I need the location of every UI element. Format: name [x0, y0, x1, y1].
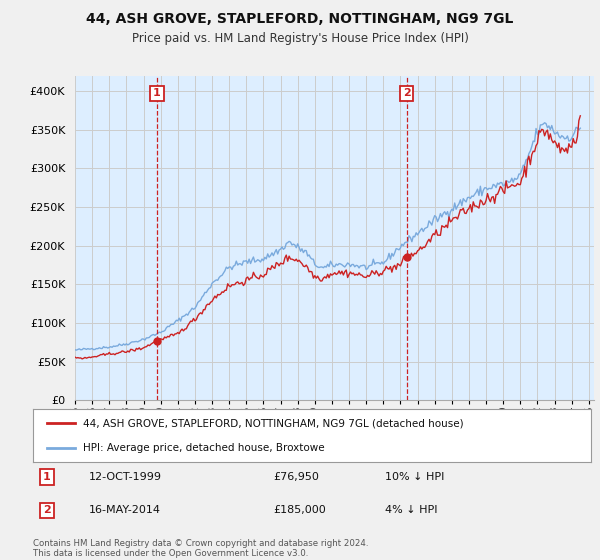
- Text: 12-OCT-1999: 12-OCT-1999: [89, 472, 162, 482]
- Text: 44, ASH GROVE, STAPLEFORD, NOTTINGHAM, NG9 7GL (detached house): 44, ASH GROVE, STAPLEFORD, NOTTINGHAM, N…: [83, 418, 464, 428]
- Text: HPI: Average price, detached house, Broxtowe: HPI: Average price, detached house, Brox…: [83, 442, 325, 452]
- Text: 1: 1: [153, 88, 161, 99]
- Text: Price paid vs. HM Land Registry's House Price Index (HPI): Price paid vs. HM Land Registry's House …: [131, 32, 469, 45]
- Text: 2: 2: [43, 505, 51, 515]
- Text: 1: 1: [43, 472, 51, 482]
- Text: 4% ↓ HPI: 4% ↓ HPI: [385, 505, 437, 515]
- Text: £76,950: £76,950: [273, 472, 319, 482]
- Text: 2: 2: [403, 88, 410, 99]
- Text: £185,000: £185,000: [273, 505, 326, 515]
- Text: 16-MAY-2014: 16-MAY-2014: [89, 505, 161, 515]
- Text: Contains HM Land Registry data © Crown copyright and database right 2024.
This d: Contains HM Land Registry data © Crown c…: [33, 539, 368, 558]
- Text: 44, ASH GROVE, STAPLEFORD, NOTTINGHAM, NG9 7GL: 44, ASH GROVE, STAPLEFORD, NOTTINGHAM, N…: [86, 12, 514, 26]
- Text: 10% ↓ HPI: 10% ↓ HPI: [385, 472, 444, 482]
- Bar: [157, 76, 407, 400]
